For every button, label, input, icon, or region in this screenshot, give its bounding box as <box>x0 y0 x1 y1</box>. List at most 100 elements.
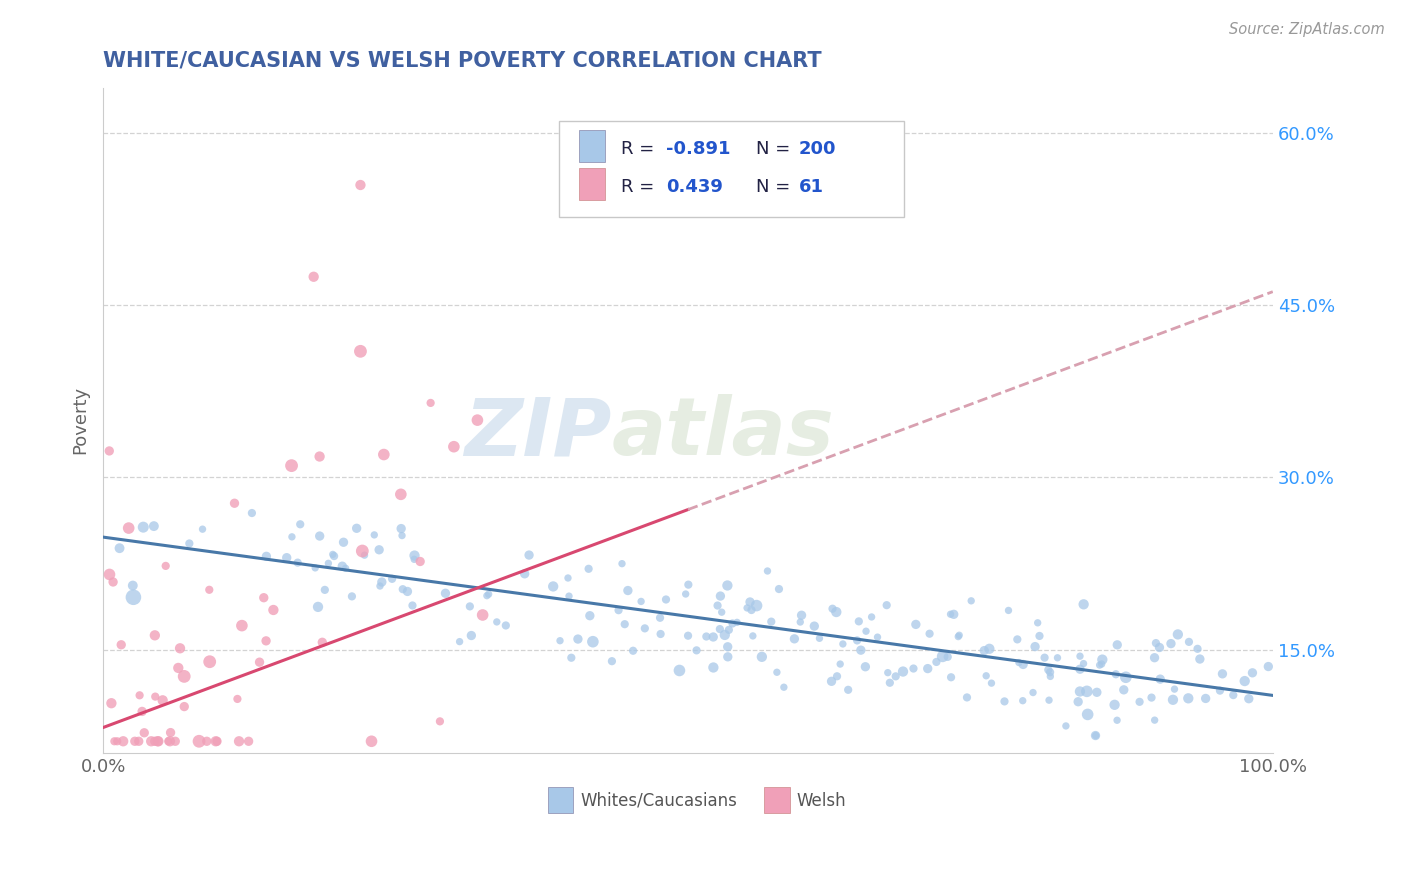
Point <box>1104 698 1126 712</box>
Point <box>389 487 412 501</box>
Point <box>131 705 153 719</box>
Point <box>1233 674 1256 689</box>
Point <box>702 660 724 674</box>
Point <box>761 615 783 629</box>
Point <box>467 413 489 427</box>
Point <box>238 734 260 748</box>
Point <box>717 640 740 654</box>
Point <box>676 629 699 643</box>
Point <box>1177 691 1199 706</box>
Point <box>1195 691 1218 706</box>
Point <box>960 594 983 608</box>
Point <box>128 734 150 748</box>
Point <box>112 734 135 748</box>
Point <box>617 583 640 598</box>
Point <box>993 694 1015 708</box>
Point <box>939 607 962 622</box>
Point <box>401 599 423 613</box>
Point <box>152 693 174 707</box>
Point <box>1033 650 1056 665</box>
Point <box>449 634 471 648</box>
Point <box>820 674 842 689</box>
Point <box>766 665 789 680</box>
Point <box>318 557 340 571</box>
Point <box>249 655 271 669</box>
Point <box>205 734 228 748</box>
Point <box>1178 635 1201 649</box>
Point <box>141 734 163 748</box>
Point <box>1143 713 1166 727</box>
Point <box>478 587 501 601</box>
Point <box>1160 637 1182 651</box>
Point <box>98 567 121 582</box>
Text: R =: R = <box>621 178 661 196</box>
Point <box>648 611 671 625</box>
Point <box>1067 695 1090 709</box>
Point <box>1046 650 1069 665</box>
Point <box>1084 729 1107 743</box>
Point <box>458 599 481 614</box>
Point <box>849 643 872 657</box>
Point <box>790 608 813 623</box>
Point <box>1149 640 1171 655</box>
Point <box>475 589 498 603</box>
Point <box>226 692 249 706</box>
Point <box>98 444 121 458</box>
Point <box>143 734 166 748</box>
Point <box>855 624 877 639</box>
Point <box>142 519 165 533</box>
Point <box>471 607 494 622</box>
Point <box>143 690 166 704</box>
Point <box>1084 729 1107 743</box>
Point <box>607 603 630 617</box>
Point <box>308 450 330 464</box>
Point <box>404 552 426 566</box>
Point <box>146 734 169 748</box>
Point <box>768 582 790 596</box>
Point <box>1167 627 1189 641</box>
Point <box>302 269 325 284</box>
Point <box>143 628 166 642</box>
Point <box>1237 691 1260 706</box>
Point <box>280 458 302 473</box>
Point <box>706 599 728 613</box>
Point <box>925 655 948 669</box>
Point <box>198 582 221 597</box>
Text: 200: 200 <box>799 140 837 159</box>
Point <box>789 615 811 629</box>
Point <box>973 643 995 657</box>
Point <box>419 396 441 410</box>
Point <box>621 644 644 658</box>
Point <box>808 632 831 646</box>
Point <box>721 616 744 631</box>
Point <box>541 579 564 593</box>
Point <box>678 577 700 591</box>
Point <box>741 629 763 643</box>
Point <box>939 670 962 684</box>
Point <box>773 680 796 694</box>
Point <box>404 549 426 563</box>
Point <box>253 591 276 605</box>
Point <box>876 598 898 612</box>
Text: ZIP: ZIP <box>464 394 612 473</box>
Point <box>1011 694 1033 708</box>
Point <box>1069 649 1091 664</box>
Point <box>803 619 825 633</box>
Point <box>613 617 636 632</box>
Point <box>1241 665 1264 680</box>
Point <box>904 617 927 632</box>
Point <box>974 669 997 683</box>
Point <box>1161 693 1184 707</box>
Point <box>363 528 385 542</box>
Point <box>1069 662 1091 676</box>
Point <box>1211 666 1233 681</box>
Point <box>579 608 602 623</box>
Point <box>1143 650 1166 665</box>
Point <box>860 610 883 624</box>
Point <box>169 641 191 656</box>
Point <box>368 542 391 557</box>
Point <box>745 599 768 613</box>
Text: 61: 61 <box>799 178 824 196</box>
FancyBboxPatch shape <box>579 130 605 162</box>
Point <box>287 556 309 570</box>
